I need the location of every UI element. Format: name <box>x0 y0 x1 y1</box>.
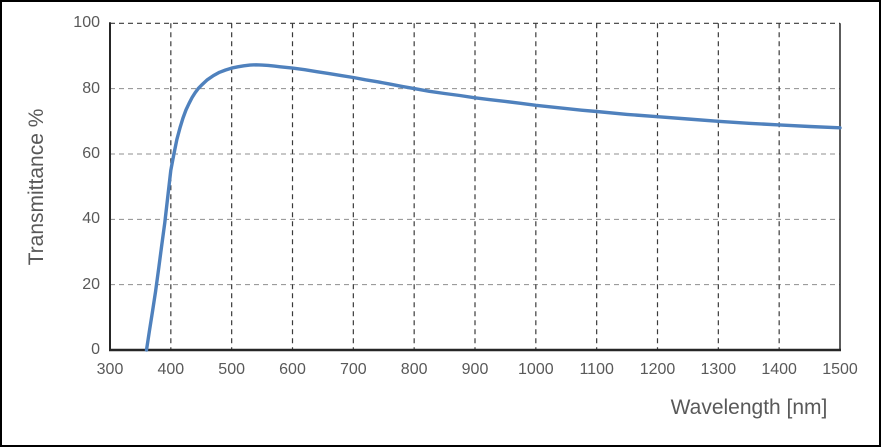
y-axis-title: Transmittance % <box>25 108 48 266</box>
x-tick-label-500: 500 <box>218 361 245 378</box>
y-tick-label-0: 0 <box>91 341 100 358</box>
x-tick-label-800: 800 <box>400 361 428 378</box>
x-tick-label-1500: 1500 <box>822 361 858 378</box>
x-tick-label-1200: 1200 <box>639 361 676 378</box>
y-tick-label-80: 80 <box>82 79 100 97</box>
y-tick-label-40: 40 <box>82 210 100 228</box>
x-tick-label-600: 600 <box>279 361 306 378</box>
x-axis-title: Wavelength [nm] <box>670 396 828 419</box>
x-tick-label-1100: 1100 <box>579 361 614 378</box>
x-tick-label-1300: 1300 <box>700 361 737 378</box>
x-tick-label-900: 900 <box>461 361 489 378</box>
transmittance-curve <box>144 63 842 352</box>
x-tick-label-300: 300 <box>96 361 124 378</box>
y-tick-label-100: 100 <box>73 14 100 32</box>
x-tick-label-1400: 1400 <box>761 361 797 378</box>
x-tick-label-700: 700 <box>339 361 367 378</box>
y-tick-label-20: 20 <box>82 275 100 293</box>
x-tick-label-1000: 1000 <box>518 361 554 378</box>
x-tick-label-400: 400 <box>157 361 185 378</box>
y-tick-label-60: 60 <box>82 144 100 162</box>
